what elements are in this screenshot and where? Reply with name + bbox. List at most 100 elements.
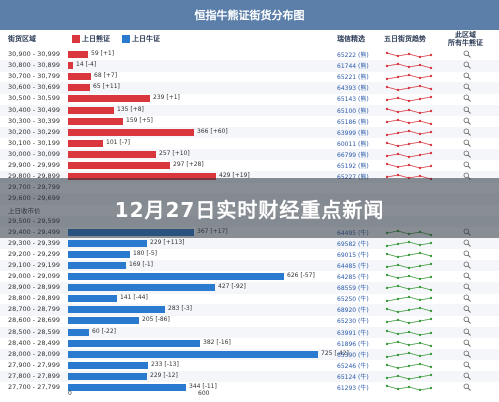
bar-value-label: 283 [-3] bbox=[168, 305, 193, 313]
warrant-code-link[interactable]: 68920 (牛) bbox=[337, 307, 369, 315]
search-icon[interactable] bbox=[463, 161, 471, 169]
warrant-code-link[interactable]: 65192 (熊) bbox=[337, 163, 369, 170]
search-icon[interactable] bbox=[463, 261, 471, 269]
bull-bar[interactable] bbox=[68, 250, 130, 258]
trend-sparkline bbox=[385, 129, 433, 136]
bar-value-label: 169 [-1] bbox=[129, 260, 154, 268]
bear-bar[interactable] bbox=[68, 95, 150, 103]
search-icon[interactable] bbox=[463, 372, 471, 380]
range-label: 28,800 - 28,899 bbox=[8, 294, 60, 303]
bull-bar[interactable] bbox=[68, 317, 139, 325]
warrant-code-link[interactable]: 65222 (熊) bbox=[337, 52, 369, 59]
search-icon[interactable] bbox=[463, 239, 471, 247]
page-title: 恒指牛熊证街货分布图 bbox=[194, 9, 305, 22]
search-icon[interactable] bbox=[463, 383, 471, 391]
warrant-code-link[interactable]: 69015 (牛) bbox=[337, 251, 369, 259]
range-label: 27,900 - 27,999 bbox=[8, 360, 60, 369]
warrant-code-link[interactable]: 65221 (熊) bbox=[337, 74, 369, 82]
search-icon[interactable] bbox=[463, 94, 471, 103]
search-icon[interactable] bbox=[463, 128, 471, 136]
warrant-code-link[interactable]: 68559 (牛) bbox=[337, 285, 369, 293]
warrant-code-link[interactable]: 61744 (熊) bbox=[337, 63, 369, 71]
bull-bar[interactable] bbox=[68, 361, 148, 369]
warrant-code-link[interactable]: 64393 (熊) bbox=[337, 85, 369, 93]
bull-bar[interactable] bbox=[68, 372, 147, 380]
trend-sparkline bbox=[385, 62, 433, 70]
search-icon[interactable] bbox=[463, 283, 471, 291]
warrant-code-link[interactable]: 65227 (熊) bbox=[337, 172, 369, 181]
warrant-code-link[interactable]: 65100 (熊) bbox=[337, 107, 369, 115]
news-overlay-banner[interactable]: 12月27日实时财经重点新闻 bbox=[0, 178, 499, 238]
bear-bar[interactable] bbox=[68, 106, 114, 114]
range-label: 30,800 - 30,899 bbox=[8, 61, 60, 70]
bear-bar[interactable] bbox=[68, 51, 88, 58]
warrant-code-link[interactable]: 65390 (牛) bbox=[337, 351, 369, 359]
bull-bar[interactable] bbox=[68, 261, 126, 269]
bear-bar[interactable] bbox=[68, 128, 194, 136]
bear-bar[interactable] bbox=[68, 62, 73, 70]
warrant-code-link[interactable]: 64485 (牛) bbox=[337, 262, 369, 270]
bull-bar[interactable] bbox=[68, 239, 147, 247]
search-icon[interactable] bbox=[463, 150, 471, 158]
search-icon[interactable] bbox=[463, 328, 471, 336]
range-label: 30,000 - 30,099 bbox=[8, 149, 60, 158]
warrant-code-link[interactable]: 65230 (牛) bbox=[337, 318, 369, 326]
search-icon[interactable] bbox=[463, 305, 471, 314]
bear-bar[interactable] bbox=[68, 117, 123, 125]
bear-bar[interactable] bbox=[68, 139, 103, 147]
bear-bar[interactable] bbox=[68, 73, 91, 81]
warrant-code-link[interactable]: 65143 (熊) bbox=[337, 96, 369, 104]
range-label: 30,400 - 30,499 bbox=[8, 105, 60, 114]
bear-bar[interactable] bbox=[68, 84, 90, 92]
bar-value-label: 239 [+1] bbox=[153, 94, 180, 102]
warrant-code-link[interactable]: 61896 (牛) bbox=[337, 340, 369, 348]
search-icon[interactable] bbox=[463, 350, 471, 358]
warrant-code-link[interactable]: 64285 (牛) bbox=[337, 274, 369, 281]
bull-bar[interactable] bbox=[68, 350, 318, 358]
bull-bar[interactable] bbox=[68, 328, 89, 336]
search-icon[interactable] bbox=[463, 361, 471, 369]
warrant-code-link[interactable]: 66799 (熊) bbox=[337, 151, 369, 159]
bar-value-label: 229 [+113] bbox=[150, 238, 185, 246]
trend-sparkline bbox=[385, 295, 433, 303]
search-icon[interactable] bbox=[463, 117, 471, 125]
trend-sparkline bbox=[385, 107, 433, 114]
warrant-code-link[interactable]: 65246 (牛) bbox=[337, 362, 369, 370]
bull-bar[interactable] bbox=[68, 273, 284, 280]
warrant-code-link[interactable]: 63999 (熊) bbox=[337, 129, 369, 137]
warrant-code-link[interactable]: 65124 (牛) bbox=[337, 373, 369, 381]
search-icon[interactable] bbox=[463, 50, 471, 58]
trend-sparkline bbox=[385, 240, 433, 247]
col-header-hot: 瑞信精选 bbox=[337, 35, 365, 43]
bull-bar[interactable] bbox=[68, 284, 215, 292]
search-icon[interactable] bbox=[463, 139, 471, 147]
warrant-code-link[interactable]: 65250 (牛) bbox=[337, 296, 369, 304]
search-icon[interactable] bbox=[463, 250, 471, 258]
search-icon[interactable] bbox=[463, 294, 471, 303]
bar-value-label: 382 [-16] bbox=[203, 338, 231, 346]
search-icon[interactable] bbox=[463, 339, 471, 347]
bull-bar[interactable] bbox=[68, 295, 117, 303]
bull-bar[interactable] bbox=[68, 384, 186, 391]
bull-bar[interactable] bbox=[68, 339, 200, 347]
search-icon[interactable] bbox=[463, 316, 471, 325]
search-icon[interactable] bbox=[463, 272, 471, 280]
warrant-code-link[interactable]: 61293 (牛) bbox=[337, 385, 369, 392]
search-icon[interactable] bbox=[463, 61, 471, 69]
table-row: 27,800 - 27,899 229 [-12] 65124 (牛) bbox=[0, 370, 499, 383]
bear-bar[interactable] bbox=[68, 162, 170, 169]
bar-value-label: 68 [+7] bbox=[94, 72, 118, 80]
warrant-code-link[interactable]: 69582 (牛) bbox=[337, 240, 369, 248]
search-icon[interactable] bbox=[463, 83, 471, 92]
warrant-code-link[interactable]: 60011 (熊) bbox=[337, 140, 369, 148]
range-label: 30,300 - 30,399 bbox=[8, 116, 60, 125]
search-icon[interactable] bbox=[463, 106, 471, 114]
search-icon[interactable] bbox=[463, 72, 471, 81]
warrant-code-link[interactable]: 63991 (牛) bbox=[337, 329, 369, 337]
bull-bar[interactable] bbox=[68, 306, 165, 314]
bear-bar[interactable] bbox=[68, 150, 156, 158]
range-label: 29,100 - 29,199 bbox=[8, 260, 60, 269]
bear-bar[interactable] bbox=[68, 173, 216, 181]
table-row: 29,000 - 29,099 626 [-57] 64285 (牛) bbox=[0, 271, 499, 283]
warrant-code-link[interactable]: 65186 (熊) bbox=[337, 118, 369, 126]
